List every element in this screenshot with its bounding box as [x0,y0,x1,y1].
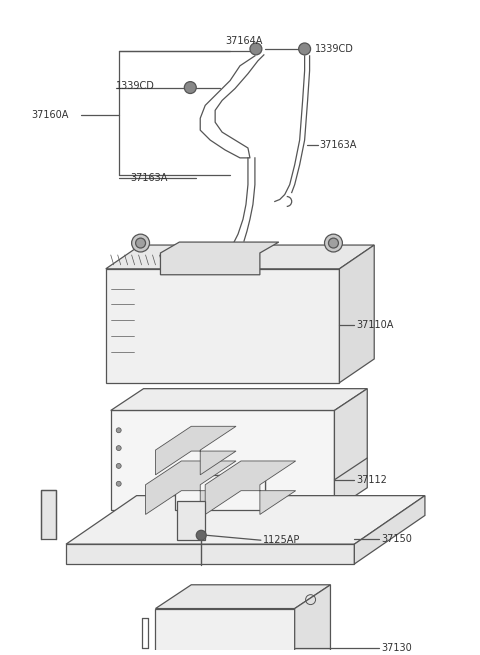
Polygon shape [295,585,330,655]
Polygon shape [111,388,367,411]
Polygon shape [335,388,367,510]
Text: 37163A: 37163A [320,140,357,150]
Text: 37160A: 37160A [31,110,69,121]
Polygon shape [205,461,296,514]
Text: 37163A: 37163A [131,173,168,183]
Text: 37164A: 37164A [225,36,263,46]
Polygon shape [160,242,279,274]
Polygon shape [354,496,425,564]
Polygon shape [111,411,335,510]
Circle shape [324,234,342,252]
Text: 37110A: 37110A [356,320,394,330]
Circle shape [299,43,311,55]
Polygon shape [66,496,425,544]
Polygon shape [178,500,205,540]
Polygon shape [339,245,374,383]
Polygon shape [145,461,236,514]
Polygon shape [66,544,354,564]
Circle shape [116,428,121,433]
Polygon shape [41,490,56,539]
Polygon shape [106,245,374,269]
Circle shape [136,238,145,248]
Circle shape [116,445,121,451]
Circle shape [196,531,206,540]
Polygon shape [175,475,265,510]
Polygon shape [156,585,330,608]
Circle shape [116,464,121,468]
Text: 1339CD: 1339CD [314,44,353,54]
Circle shape [116,481,121,486]
Text: 1125AP: 1125AP [263,535,300,545]
Text: 37130: 37130 [381,643,412,653]
Polygon shape [106,269,339,383]
Text: 37150: 37150 [381,534,412,544]
Circle shape [184,82,196,94]
Circle shape [132,234,150,252]
Circle shape [328,238,338,248]
Text: 37112: 37112 [356,475,387,485]
Circle shape [250,43,262,55]
Polygon shape [156,608,295,655]
Polygon shape [156,426,236,475]
Text: 1339CD: 1339CD [116,81,155,90]
